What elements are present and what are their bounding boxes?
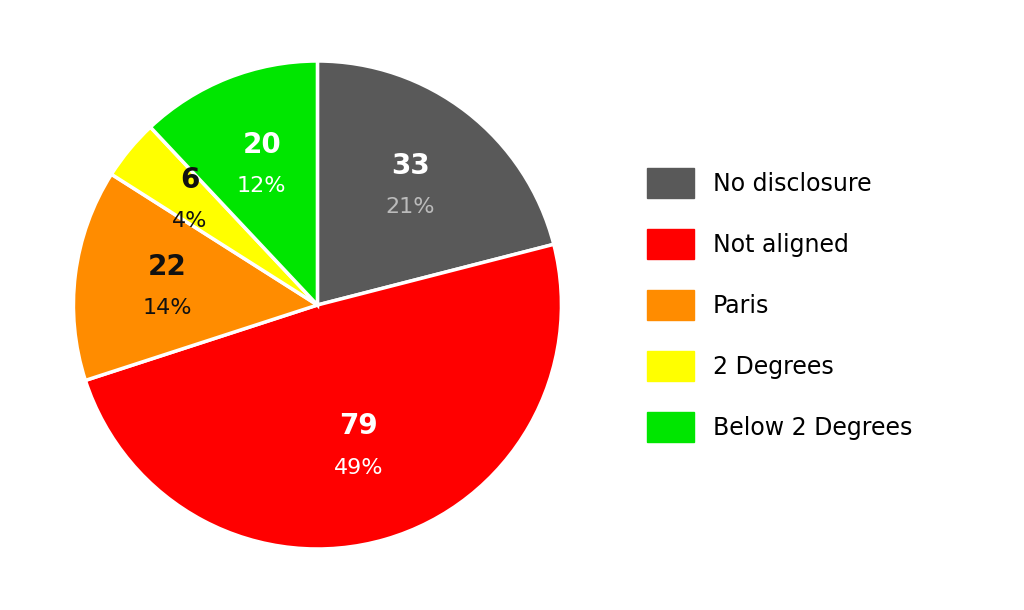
Wedge shape — [151, 61, 317, 305]
Text: 33: 33 — [391, 152, 429, 180]
Text: 20: 20 — [243, 131, 282, 159]
Legend: No disclosure, Not aligned, Paris, 2 Degrees, Below 2 Degrees: No disclosure, Not aligned, Paris, 2 Deg… — [647, 168, 912, 442]
Wedge shape — [317, 61, 554, 305]
Text: 21%: 21% — [385, 198, 435, 217]
Text: 4%: 4% — [172, 211, 207, 231]
Text: 6: 6 — [180, 166, 200, 194]
Text: 12%: 12% — [237, 176, 287, 196]
Wedge shape — [112, 127, 317, 305]
Text: 49%: 49% — [334, 458, 383, 478]
Text: 14%: 14% — [142, 298, 193, 318]
Text: 22: 22 — [148, 253, 186, 281]
Wedge shape — [85, 245, 561, 549]
Wedge shape — [74, 174, 317, 381]
Text: 79: 79 — [339, 412, 378, 440]
